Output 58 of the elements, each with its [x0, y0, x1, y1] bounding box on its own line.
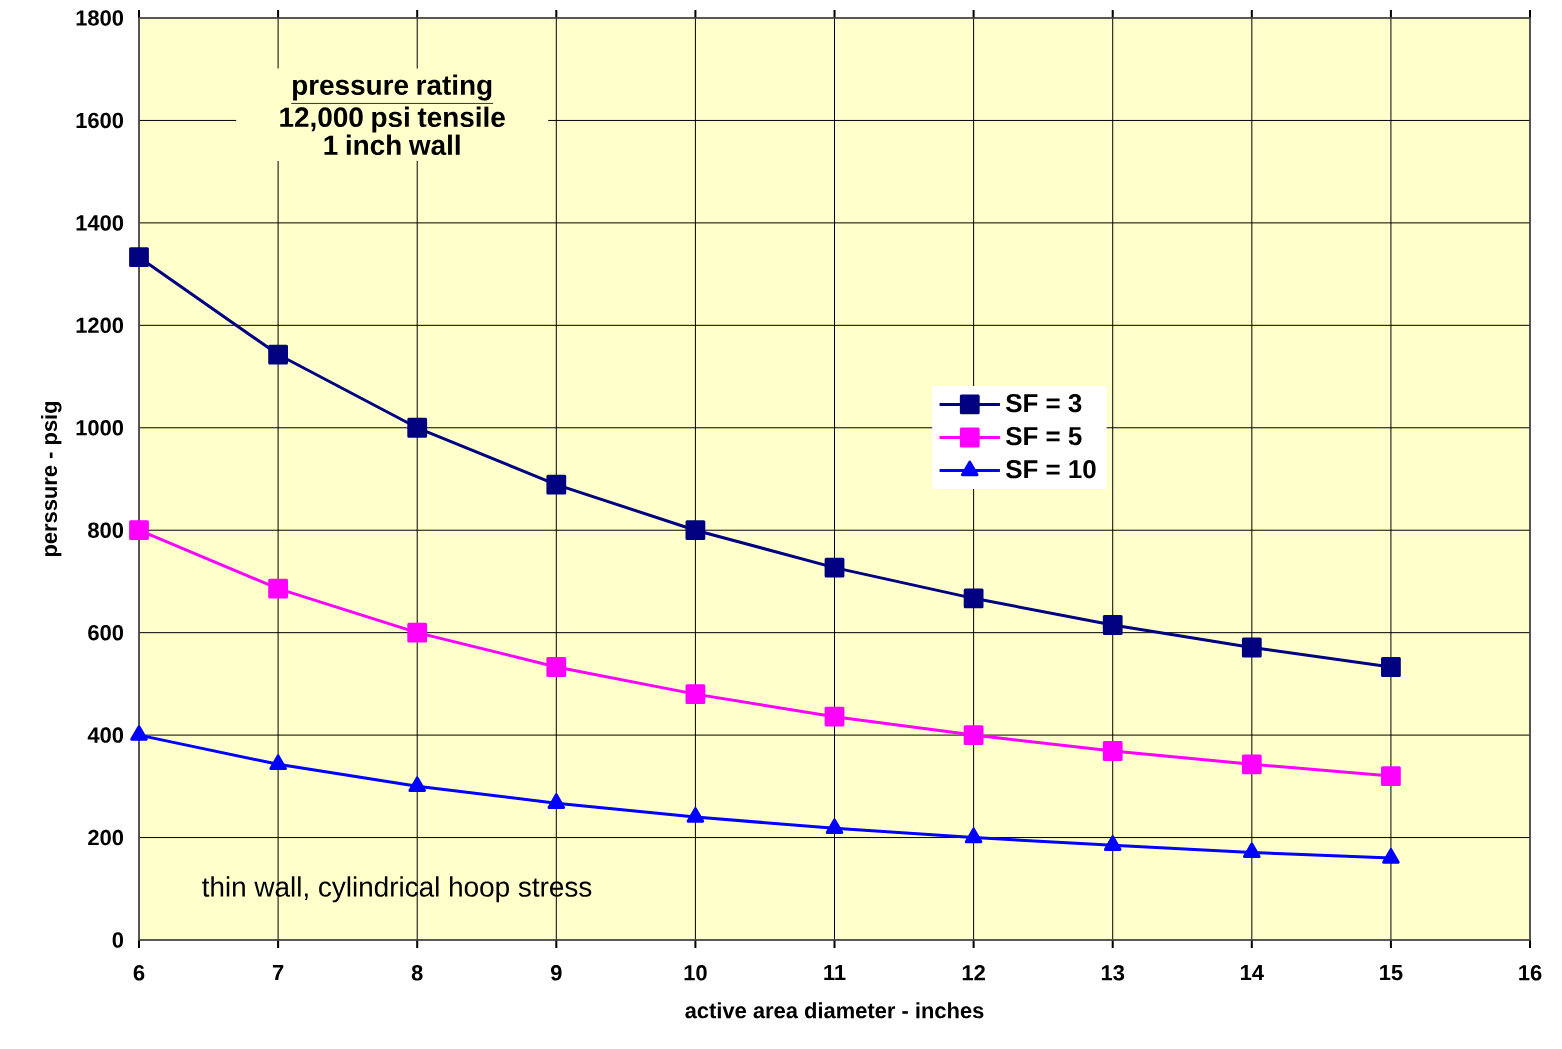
x-axis-title: active area diameter - inches — [685, 1002, 984, 1019]
x-tick-label: 10 — [684, 965, 707, 981]
x-tick-label: 14 — [1241, 965, 1264, 981]
point — [1243, 842, 1261, 859]
y-tick-label: 0 — [112, 932, 124, 948]
point — [407, 622, 428, 643]
point — [1103, 835, 1122, 851]
text: 12,000 psi tensile 1 inch wall — [280, 106, 505, 156]
point — [685, 684, 706, 705]
point — [824, 706, 845, 727]
y-axis-title: perssure - psig — [41, 401, 62, 557]
point — [546, 657, 567, 677]
point — [1382, 848, 1400, 864]
x-tick-label: 9 — [550, 965, 562, 981]
point — [825, 818, 844, 835]
point — [130, 725, 148, 741]
y-tick-label: 1600 — [76, 112, 124, 129]
point — [686, 807, 705, 823]
point — [824, 557, 845, 578]
point — [269, 754, 287, 771]
point — [1102, 615, 1123, 635]
y-tick-label: 1000 — [76, 420, 124, 436]
x-tick-label: 11 — [824, 965, 846, 981]
point — [129, 520, 149, 541]
x-tick-label: 16 — [1519, 965, 1542, 981]
y-tick-label: 200 — [88, 829, 124, 846]
point — [1381, 657, 1401, 677]
y-tick-label: 1800 — [76, 10, 124, 26]
x-tick-label: 15 — [1380, 965, 1403, 981]
x-tick-label: 13 — [1101, 965, 1125, 981]
legend-label: SF = 10 — [1006, 460, 1096, 479]
y-tick-label: 800 — [88, 522, 124, 538]
y-tick-label: 400 — [87, 727, 124, 743]
x-tick-label: 6 — [133, 965, 145, 981]
point — [268, 578, 288, 599]
point — [268, 344, 288, 365]
point — [685, 520, 706, 541]
legend-label: SF = 5 — [1006, 426, 1082, 446]
x-tick-label: 12 — [962, 965, 985, 981]
point — [1102, 741, 1123, 761]
point — [963, 588, 984, 609]
x-tick-label: 8 — [411, 965, 423, 981]
point — [1241, 754, 1262, 775]
text: pressure rating — [293, 74, 492, 101]
point — [546, 474, 567, 495]
point — [963, 725, 984, 746]
point — [129, 247, 149, 268]
point — [1241, 637, 1262, 658]
point — [547, 793, 566, 809]
y-tick-label: 1400 — [76, 215, 124, 231]
point — [407, 417, 428, 438]
point — [964, 827, 983, 844]
x-tick-label: 7 — [272, 965, 284, 981]
legend-label: SF = 3 — [1006, 393, 1082, 413]
point — [408, 776, 426, 793]
y-tick-label: 600 — [88, 624, 124, 641]
y-tick-label: 1200 — [76, 317, 124, 334]
point — [1381, 766, 1401, 786]
